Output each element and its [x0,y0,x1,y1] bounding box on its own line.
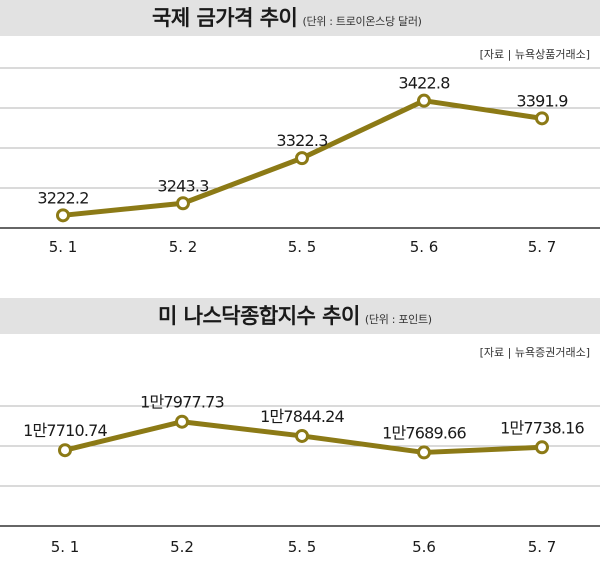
x-tick-label: 5. 1 [51,538,80,556]
x-tick-label: 5. 5 [288,538,317,556]
data-point [417,445,431,460]
data-point [295,151,309,166]
data-label: 1만7710.74 [23,421,107,440]
chart2-source: [자료 | 뉴욕증권거래소] [479,346,590,359]
x-tick-label: 5. 1 [49,238,78,256]
chart2-title-main: 미 나스닥종합지수 추이 [158,304,360,328]
chart2-unit-label: (단위 : 포인트) [364,313,432,326]
data-point [58,443,72,458]
chart1-title-main: 국제 금가격 추이 [152,6,298,30]
data-point [295,428,309,443]
chart2-title-bar [0,298,600,334]
chart2-title: 미 나스닥종합지수 추이 (단위 : 포인트) [158,298,432,334]
chart1-plot: 3222.2 3243.3 3322.3 3422.8 3391.9 5. 1 5. 2 5.… [0,67,600,256]
chart1-title: 국제 금가격 추이 (단위 : 트로이온스당 달러) [152,0,422,36]
data-label: 1만7738.16 [500,418,584,437]
x-tick-label: 5. 2 [169,238,198,256]
x-tick-label: 5.2 [170,538,194,556]
data-point [175,414,189,429]
x-tick-label: 5. 7 [528,238,557,256]
data-label: 3222.2 [37,188,88,207]
data-label: 3422.8 [398,74,450,93]
x-tick-label: 5.6 [412,538,436,556]
data-point [176,196,190,211]
chart1-title-bar [0,0,600,36]
data-point [535,440,549,455]
data-label: 1만7689.66 [382,423,466,442]
data-label: 1만7977.73 [140,393,224,412]
data-label: 3391.9 [516,91,568,110]
chart1-source: [자료 | 뉴욕상품거래소] [479,48,590,61]
x-tick-label: 5. 5 [288,238,317,256]
data-label: 3322.3 [276,131,327,150]
x-tick-label: 5. 6 [410,238,439,256]
chart1-unit-label: (단위 : 트로이온스당 달러) [302,15,422,28]
data-label: 3243.3 [157,176,208,195]
data-point [56,208,70,223]
x-tick-label: 5. 7 [528,538,557,556]
data-label: 1만7844.24 [260,407,344,426]
data-point [417,93,431,108]
data-point [535,111,549,126]
chart2-plot: 1만7710.74 1만7977.73 1만7844.24 1만7689.66 1만77… [0,393,600,556]
